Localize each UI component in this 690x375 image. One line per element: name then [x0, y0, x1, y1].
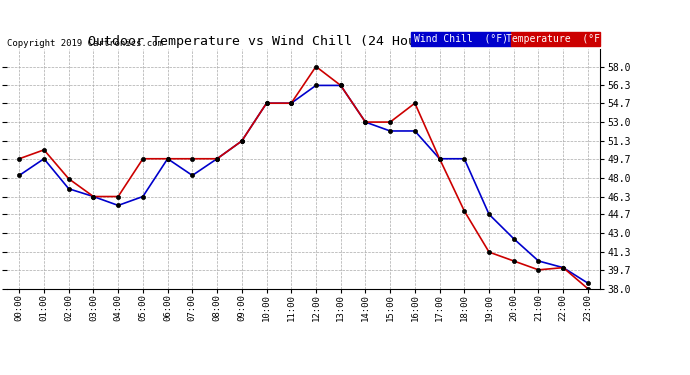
- Text: Temperature  (°F): Temperature (°F): [506, 34, 605, 44]
- Text: Wind Chill  (°F): Wind Chill (°F): [414, 34, 508, 44]
- Title: Outdoor Temperature vs Wind Chill (24 Hours)  20190314: Outdoor Temperature vs Wind Chill (24 Ho…: [88, 34, 520, 48]
- Text: Copyright 2019 Cartronics.com: Copyright 2019 Cartronics.com: [7, 39, 163, 48]
